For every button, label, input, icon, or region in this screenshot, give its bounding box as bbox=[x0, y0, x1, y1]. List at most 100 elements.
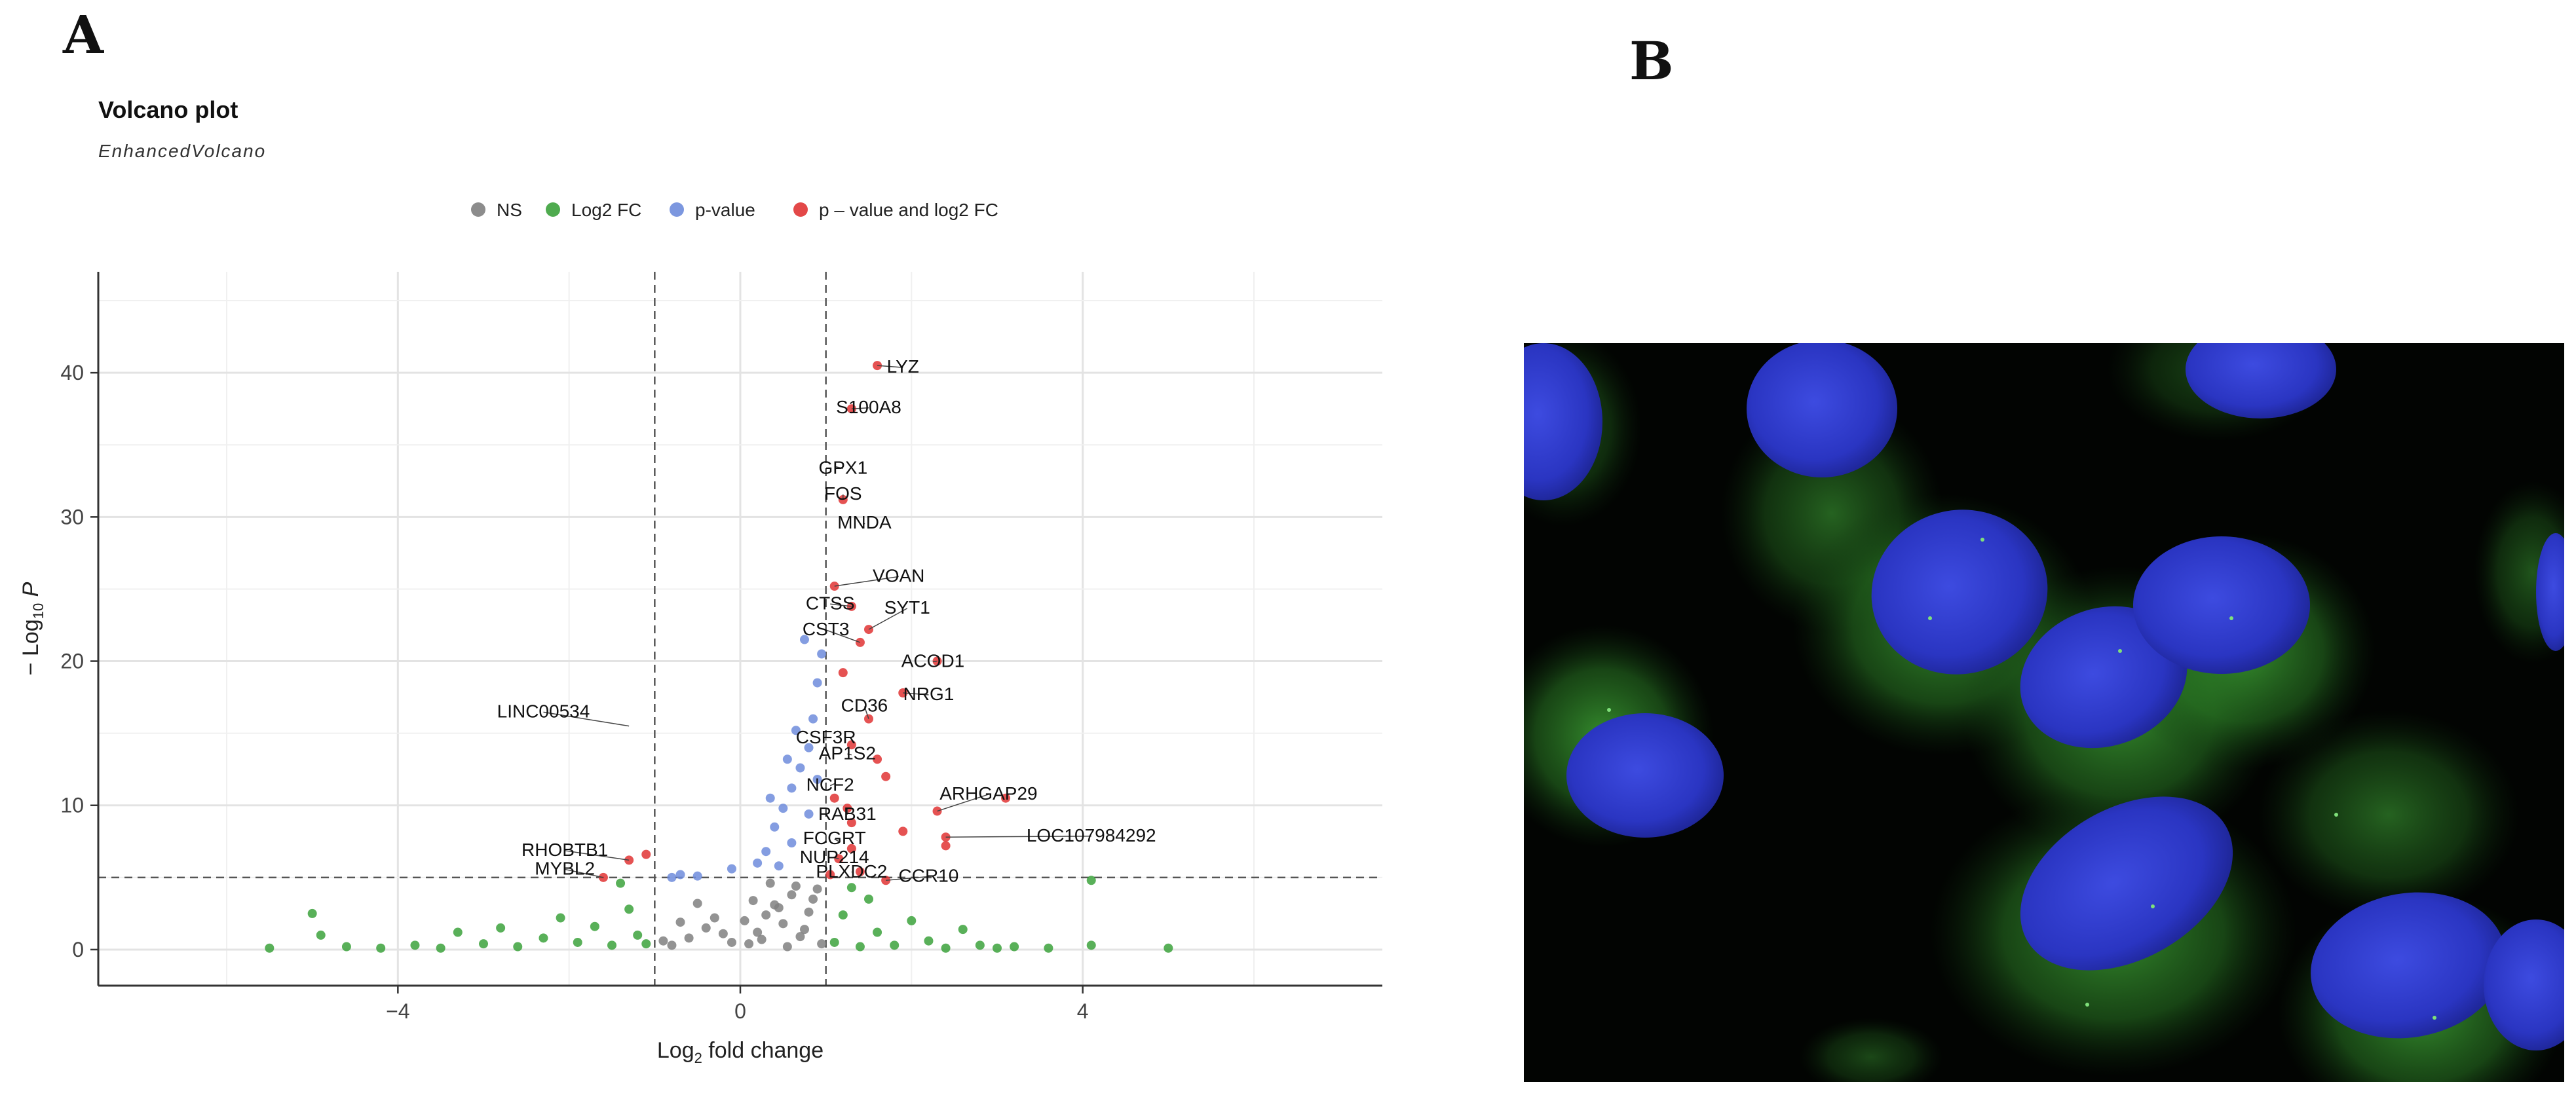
data-point bbox=[684, 933, 694, 943]
data-point bbox=[782, 754, 792, 764]
label-connector bbox=[834, 466, 843, 470]
data-point bbox=[787, 890, 797, 900]
nucleus bbox=[1524, 343, 1602, 500]
data-point bbox=[1001, 793, 1011, 803]
y-tick-label: 0 bbox=[72, 938, 84, 961]
nucleus bbox=[1566, 713, 1724, 838]
data-point bbox=[753, 858, 763, 868]
gene-label: LOC107984292 bbox=[1027, 825, 1156, 845]
fluorescence-micrograph bbox=[1524, 343, 2564, 1082]
x-axis-label: Log2 fold change bbox=[657, 1038, 824, 1066]
data-point bbox=[817, 649, 827, 659]
data-point bbox=[753, 927, 763, 937]
micrograph-image bbox=[1524, 343, 2564, 1082]
data-point bbox=[1044, 943, 1053, 953]
data-point bbox=[907, 916, 917, 925]
data-point bbox=[804, 907, 814, 917]
y-tick-label: 20 bbox=[60, 650, 84, 673]
data-point bbox=[770, 822, 780, 832]
data-point bbox=[791, 726, 801, 735]
data-point bbox=[778, 804, 788, 813]
gene-label: SYT1 bbox=[884, 597, 930, 618]
data-point bbox=[479, 939, 488, 949]
data-point bbox=[727, 937, 736, 947]
data-point bbox=[812, 884, 822, 894]
data-point bbox=[855, 942, 865, 952]
y-tick-label: 10 bbox=[60, 794, 84, 817]
label-connector bbox=[829, 783, 835, 787]
gene-label: CST3 bbox=[803, 619, 850, 639]
data-point bbox=[898, 826, 908, 836]
label-connector bbox=[886, 876, 929, 881]
data-point bbox=[787, 838, 797, 847]
gene-label: CCR10 bbox=[899, 865, 959, 885]
chart-title: Volcano plot bbox=[98, 96, 238, 123]
data-point bbox=[539, 933, 548, 943]
gene-label: ACOD1 bbox=[901, 650, 964, 671]
panel-a-letter: A bbox=[63, 4, 104, 65]
gene-label: RHOBTB1 bbox=[521, 840, 608, 860]
data-point bbox=[316, 930, 326, 940]
series-ns bbox=[658, 878, 827, 952]
data-point bbox=[765, 878, 775, 888]
legend-swatch-ns bbox=[471, 202, 485, 217]
data-point bbox=[658, 936, 668, 946]
data-point bbox=[812, 678, 822, 688]
series-log2-fc bbox=[265, 876, 1173, 953]
gene-label: FOS bbox=[824, 483, 862, 504]
data-point bbox=[791, 882, 801, 891]
gene-label: AP1S2 bbox=[819, 743, 876, 763]
gene-label: GPX1 bbox=[818, 457, 867, 477]
gene-label: S100A8 bbox=[836, 397, 901, 417]
nucleus bbox=[2536, 533, 2564, 651]
data-point bbox=[616, 878, 626, 888]
gene-label: PLXDC2 bbox=[816, 861, 887, 882]
threshold-lines bbox=[98, 272, 1382, 986]
gene-label: CSF3R bbox=[796, 727, 856, 747]
gene-labels: LYZ S100A8 GPX1 FOS MNDA VOAN CTSS SYT1 CST3 ACOD… bbox=[497, 356, 1156, 885]
data-point bbox=[846, 883, 856, 893]
label-connector bbox=[868, 608, 908, 630]
data-point bbox=[641, 939, 651, 949]
data-point bbox=[718, 929, 728, 938]
data-point bbox=[761, 847, 771, 857]
data-point bbox=[765, 793, 775, 803]
data-point bbox=[748, 896, 758, 906]
y-tick-label: 30 bbox=[60, 505, 84, 529]
label-connector bbox=[543, 711, 630, 727]
data-point bbox=[975, 940, 985, 950]
label-connector bbox=[825, 629, 861, 643]
data-point bbox=[846, 844, 856, 853]
data-point bbox=[701, 923, 711, 933]
data-point bbox=[624, 904, 634, 914]
nucleus bbox=[2020, 606, 2188, 749]
data-point bbox=[453, 927, 463, 937]
data-point bbox=[787, 783, 797, 793]
nucleus bbox=[2186, 343, 2336, 418]
data-point bbox=[1010, 942, 1019, 952]
data-point bbox=[727, 864, 736, 874]
data-point bbox=[307, 908, 317, 918]
data-point bbox=[692, 871, 702, 881]
data-point bbox=[817, 939, 827, 949]
label-connector bbox=[834, 857, 839, 859]
panel-b-letter: B bbox=[1629, 30, 1674, 92]
data-point bbox=[846, 818, 856, 828]
data-point bbox=[846, 740, 856, 750]
data-point bbox=[800, 925, 809, 935]
chart-subtitle: EnhancedVolcano bbox=[98, 141, 266, 161]
gene-label: LYZ bbox=[887, 356, 919, 377]
data-point bbox=[1086, 876, 1096, 885]
data-point bbox=[812, 775, 822, 785]
data-point bbox=[740, 916, 749, 925]
data-point bbox=[890, 940, 900, 950]
label-connector bbox=[937, 794, 989, 812]
label-connector bbox=[932, 660, 938, 663]
nuclei bbox=[1524, 343, 2564, 1050]
data-point bbox=[795, 763, 805, 773]
nucleus bbox=[1747, 343, 1897, 477]
data-point bbox=[804, 743, 814, 752]
gene-label: ARHGAP29 bbox=[939, 783, 1037, 804]
label-connector bbox=[564, 868, 604, 878]
